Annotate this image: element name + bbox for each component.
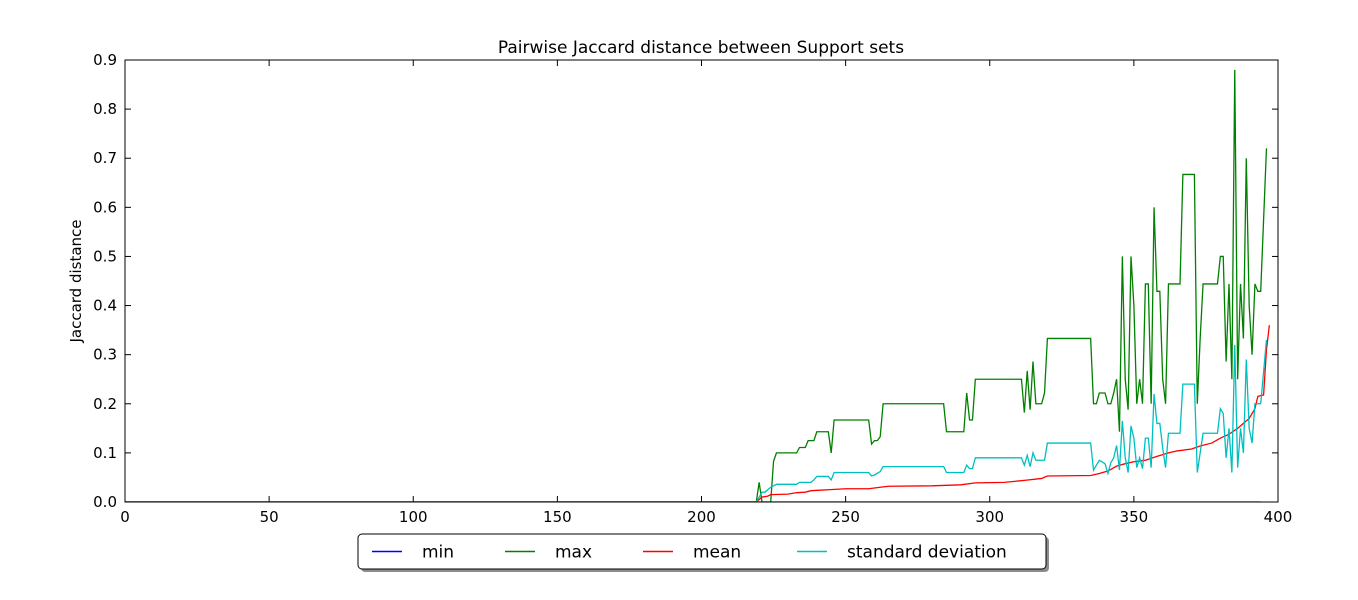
- series-line-standard-deviation: [125, 339, 1268, 502]
- series-line-max: [125, 69, 1268, 502]
- legend-label: max: [555, 543, 592, 563]
- y-tick-label: 0.6: [93, 198, 117, 216]
- x-tick-label: 100: [399, 508, 428, 526]
- y-tick-label: 0.1: [93, 444, 117, 462]
- x-tick-label: 350: [1120, 508, 1149, 526]
- legend-label: standard deviation: [847, 543, 1007, 563]
- legend: min max mean standard deviation: [357, 533, 1049, 572]
- y-axis-label: Jaccard distance: [67, 219, 85, 343]
- y-tick-label: 0.5: [93, 247, 117, 265]
- x-tick-label: 0: [120, 508, 130, 526]
- x-tick-label: 150: [543, 508, 572, 526]
- y-tick-label: 0.2: [93, 395, 117, 413]
- y-tick-label: 0.3: [93, 346, 117, 364]
- plot-area: 0 50 100 150 200 250 300 350 400 0.0 0.1 0.2 0.3 0.4 0…: [93, 51, 1292, 526]
- chart-title: Pairwise Jaccard distance between Suppor…: [498, 38, 904, 58]
- x-tick-label: 200: [687, 508, 716, 526]
- plot-frame: [124, 59, 1279, 503]
- legend-box: [357, 533, 1047, 570]
- y-tick-label: 0.8: [93, 100, 117, 118]
- legend-label: min: [422, 543, 454, 563]
- x-tick-label: 250: [831, 508, 860, 526]
- legend-label: mean: [693, 543, 741, 563]
- series-line-mean: [125, 325, 1270, 502]
- y-tick-label: 0.4: [93, 297, 117, 315]
- y-tick-label: 0.0: [93, 493, 117, 511]
- y-tick-label: 0.9: [93, 51, 117, 69]
- x-tick-label: 300: [975, 508, 1004, 526]
- x-tick-label: 50: [260, 508, 279, 526]
- y-tick-label: 0.7: [93, 149, 117, 167]
- x-tick-label: 400: [1264, 508, 1293, 526]
